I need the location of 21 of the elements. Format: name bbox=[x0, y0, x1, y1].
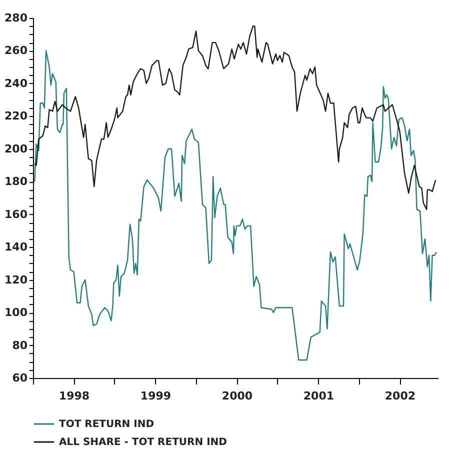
y-tick-label: 260 bbox=[4, 44, 28, 58]
y-tick-label: 160 bbox=[4, 208, 28, 221]
y-tick-label: 240 bbox=[4, 76, 28, 90]
x-tick-label: 1998 bbox=[58, 390, 90, 402]
legend-label: ALL SHARE - TOT RETURN IND bbox=[59, 437, 227, 448]
y-tick-label: 220 bbox=[4, 110, 28, 123]
y-tick-label: 100 bbox=[4, 306, 28, 320]
line-series bbox=[34, 26, 436, 210]
y-tick-label: 120 bbox=[4, 273, 28, 286]
x-tick-label: 2001 bbox=[303, 390, 334, 402]
y-tick-label: 60 bbox=[12, 372, 28, 384]
y-tick-label: 140 bbox=[4, 240, 28, 254]
y-tick-label: 80 bbox=[12, 338, 28, 352]
x-tick-label: 2002 bbox=[384, 390, 416, 402]
line-series bbox=[34, 50, 437, 361]
x-tick-label: 2000 bbox=[222, 390, 253, 402]
x-tick-label: 1999 bbox=[140, 390, 172, 402]
legend-label: TOT RETURN IND bbox=[59, 419, 154, 430]
y-tick-label: 280 bbox=[4, 12, 28, 24]
y-tick-label: 200 bbox=[4, 142, 28, 156]
y-tick-label: 180 bbox=[4, 175, 28, 188]
